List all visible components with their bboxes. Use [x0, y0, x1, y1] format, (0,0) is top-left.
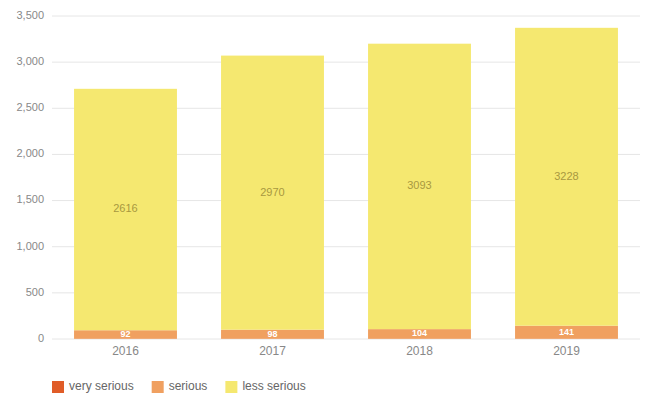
bar-segment	[74, 89, 177, 330]
grid-line	[52, 16, 640, 17]
bars	[74, 28, 618, 339]
bar-segment	[515, 326, 618, 339]
data-label: 92	[120, 329, 130, 339]
y-tick-label: 500	[26, 286, 44, 298]
bar-segment	[221, 56, 324, 330]
y-tick-label: 1,500	[16, 193, 44, 205]
data-label: 141	[559, 327, 574, 337]
y-tick-label: 0	[38, 332, 44, 344]
y-tick-label: 2,500	[16, 101, 44, 113]
legend-swatch	[52, 381, 64, 393]
bar-segment	[515, 28, 618, 326]
grid	[52, 16, 640, 339]
legend-label: serious	[169, 379, 208, 393]
y-tick-label: 3,500	[16, 9, 44, 21]
data-label: 2616	[113, 202, 137, 214]
y-tick-label: 2,000	[16, 147, 44, 159]
data-label: 3228	[554, 170, 578, 182]
data-label: 3093	[407, 179, 431, 191]
x-tick-label: 2017	[259, 344, 286, 358]
legend: very serious serious less serious	[52, 379, 306, 393]
chart: 0 500 1,000 1,500 2,000 2,500 3,000 3,500 92 2616…	[0, 0, 656, 405]
legend-swatch	[225, 381, 237, 393]
legend-swatch	[152, 381, 164, 393]
x-tick-label: 2019	[553, 344, 580, 358]
y-tick-label: 1,000	[16, 240, 44, 252]
bar-segment	[368, 44, 471, 329]
data-labels: 92 2616 98 2970 104 3093 141 3228	[113, 170, 578, 339]
x-axis: 2016 2017 2018 2019	[112, 344, 580, 358]
y-tick-label: 3,000	[16, 55, 44, 67]
legend-label: less serious	[242, 379, 305, 393]
data-label: 2970	[260, 186, 284, 198]
bar-segment	[368, 329, 471, 339]
y-axis: 0 500 1,000 1,500 2,000 2,500 3,000 3,500	[16, 9, 44, 344]
legend-label: very serious	[69, 379, 134, 393]
data-label: 98	[267, 329, 277, 339]
data-label: 104	[412, 328, 427, 338]
x-tick-label: 2018	[406, 344, 433, 358]
chart-container: 0 500 1,000 1,500 2,000 2,500 3,000 3,500 92 2616…	[0, 0, 656, 405]
x-tick-label: 2016	[112, 344, 139, 358]
